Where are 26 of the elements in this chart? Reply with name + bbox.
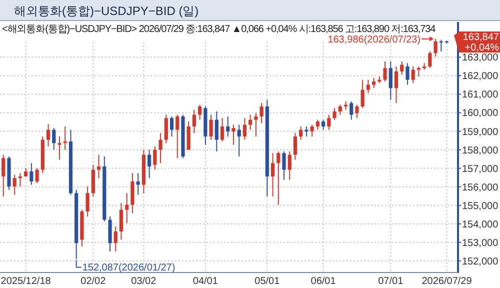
y-tick-label: 158,000 [462, 145, 499, 156]
annotation-high: 163,986(2026/07/23) [328, 34, 434, 46]
y-tick-label: 155,000 [462, 200, 499, 212]
x-tick-label: 02/02 [80, 276, 106, 287]
y-tick-label: 154,000 [462, 219, 499, 230]
x-tick-label: 06/01 [310, 276, 336, 287]
x-tick-label: 2026/07/29 [422, 276, 472, 287]
y-tick-label: 153,000 [462, 238, 499, 249]
title: 해외통화(통합)−USDJPY−BID (일) [14, 4, 199, 18]
y-tick-label: 162,000 [462, 71, 499, 82]
y-tick-label: 157,000 [462, 164, 499, 175]
x-tick-label: 04/01 [192, 276, 218, 287]
y-tick-label: 161,000 [462, 90, 499, 101]
subtitle: <해외통화(통합)−USDJPY−BID> 2026/07/29 종:163,847 ▲0,066 +0,04% 시:163,856 고:163,890 저:163,734 [2, 24, 436, 35]
annotation: 152,087(2026/01/27) [82, 262, 176, 274]
y-tick-label: 152,000 [462, 256, 499, 268]
y-tick-label: 156,000 [462, 182, 499, 194]
y-tick-label: 159,000 [462, 126, 499, 138]
y-tick-label: 163,000 [462, 52, 499, 64]
x-tick-label: 07/01 [378, 276, 404, 287]
y-tick-label: 160,000 [462, 108, 499, 120]
annotation-last-tag: 163,847 +0,04% [454, 32, 500, 54]
x-tick-label: 05/01 [254, 276, 280, 287]
x-tick-label: 2025/12/18 [0, 276, 52, 287]
annotation-low: 152,087(2026/01/27) [76, 260, 176, 274]
x-tick-label: 03/02 [131, 276, 157, 287]
